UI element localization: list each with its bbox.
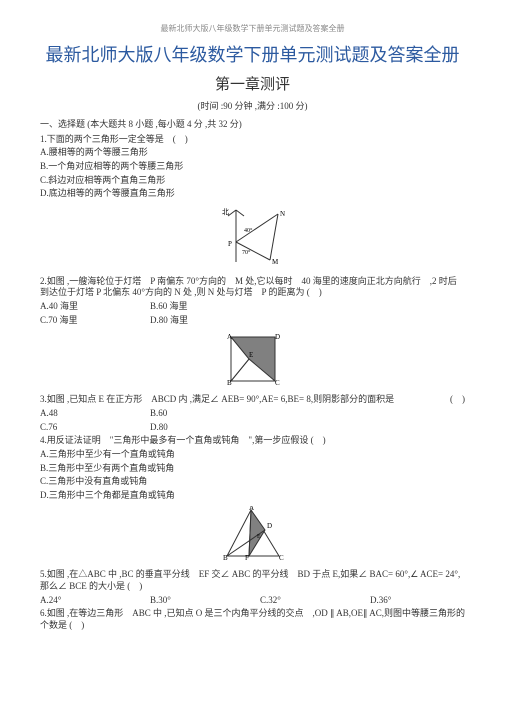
q2-optD: D.80 海里	[150, 315, 260, 327]
svg-text:40°: 40°	[244, 227, 253, 234]
q3-opts-row1: A.48 B.60	[40, 408, 465, 420]
q2-optA: A.40 海里	[40, 301, 150, 313]
q2-opts-row2: C.70 海里 D.80 海里	[40, 315, 465, 327]
q4-optB: B.三角形中至少有两个直角或钝角	[40, 463, 465, 475]
q3-text: 3.如图 ,已知点 E 在正方形 ABCD 内 ,满足∠ AEB= 90°,AE…	[40, 394, 465, 406]
svg-text:C: C	[275, 379, 280, 387]
q5-optC: C.32°	[260, 595, 370, 607]
q4-optC: C.三角形中没有直角或钝角	[40, 476, 465, 488]
q3-optA: A.48	[40, 408, 150, 420]
q3-optB: B.60	[150, 408, 260, 420]
q4-text: 4.用反证法证明 "三角形中最多有一个直角或钝角 ",第一步应假设 ( )	[40, 435, 465, 447]
q2-optC: C.70 海里	[40, 315, 150, 327]
q3-paren: ( )	[440, 394, 465, 406]
figure-3: A B C D E F	[40, 506, 465, 566]
q3-optD: D.80	[150, 422, 260, 434]
svg-text:C: C	[279, 554, 284, 562]
q5-opts-row: A.24° B.30° C.32° D.36°	[40, 595, 465, 607]
q4-optD: D.三角形中三个角都是直角或钝角	[40, 490, 465, 502]
time-info: (时间 :90 分钟 ,满分 :100 分)	[40, 101, 465, 113]
svg-text:北: 北	[222, 208, 229, 216]
svg-text:70°: 70°	[242, 249, 251, 256]
q6-text: 6.如图 ,在等边三角形 ABC 中 ,已知点 O 是三个内角平分线的交点 ,O…	[40, 608, 465, 631]
svg-text:M: M	[272, 258, 279, 266]
svg-text:E: E	[257, 534, 261, 540]
svg-text:B: B	[223, 554, 228, 562]
figure-2: A D B C E	[40, 331, 465, 391]
q2-text: 2.如图 ,一艘海轮位于灯塔 P 南偏东 70°方向的 M 处,它以每时 40 …	[40, 276, 465, 299]
q3-opts-row2: C.76 D.80	[40, 422, 465, 434]
q4-optA: A.三角形中至少有一个直角或钝角	[40, 449, 465, 461]
figure-1: N M P 北 40° 70°	[40, 204, 465, 272]
q2-opts-row1: A.40 海里 B.60 海里	[40, 301, 465, 313]
svg-text:A: A	[249, 506, 254, 512]
title-sub: 第一章测评	[40, 76, 465, 96]
q5-optA: A.24°	[40, 595, 150, 607]
page-header-small: 最新北师大版八年级数学下册单元测试题及答案全册	[40, 24, 465, 34]
q2-optB: B.60 海里	[150, 301, 260, 313]
svg-text:D: D	[267, 522, 272, 530]
title-main: 最新北师大版八年级数学下册单元测试题及答案全册	[40, 44, 465, 67]
q3-optC: C.76	[40, 422, 150, 434]
q1-optB: B.一个角对应相等的两个等腰三角形	[40, 161, 465, 173]
q5-optB: B.30°	[150, 595, 260, 607]
svg-text:E: E	[249, 351, 253, 359]
svg-text:D: D	[275, 333, 280, 341]
q5-text: 5.如图 ,在△ABC 中 ,BC 的垂直平分线 EF 交∠ ABC 的平分线 …	[40, 569, 465, 592]
section-1-heading: 一、选择题 (本大题共 8 小题 ,每小题 4 分 ,共 32 分)	[40, 119, 465, 131]
svg-text:P: P	[228, 240, 232, 248]
svg-text:F: F	[245, 554, 249, 562]
q5-optD: D.36°	[370, 595, 480, 607]
q1-optC: C.斜边对应相等两个直角三角形	[40, 175, 465, 187]
q1-text: 1.下面的两个三角形一定全等是 ( )	[40, 134, 465, 146]
q1-optA: A.腰相等的两个等腰三角形	[40, 147, 465, 159]
svg-text:A: A	[227, 333, 232, 341]
svg-text:B: B	[227, 379, 232, 387]
svg-text:N: N	[280, 210, 285, 218]
q1-optD: D.底边相等的两个等腰直角三角形	[40, 188, 465, 200]
